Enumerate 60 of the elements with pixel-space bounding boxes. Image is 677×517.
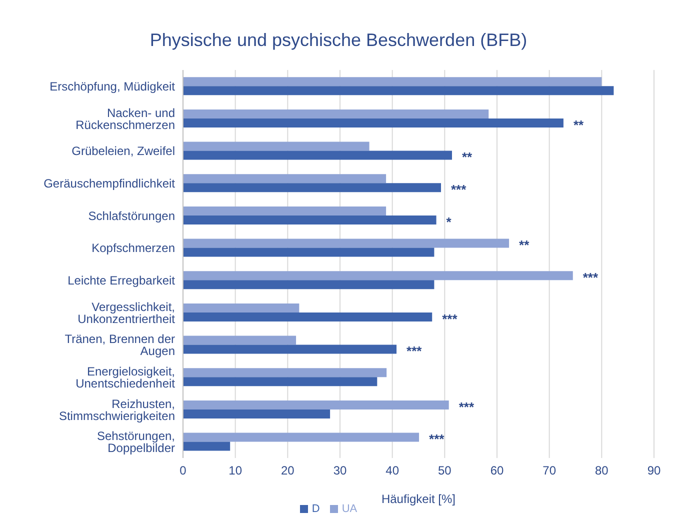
bar — [183, 312, 432, 322]
data-label: ** — [573, 117, 585, 132]
y-tick-label: Tränen, Brennen der Augen — [64, 332, 175, 358]
bar — [183, 368, 387, 378]
bar — [183, 303, 300, 312]
x-tick-label: 30 — [333, 464, 347, 478]
bar — [183, 77, 602, 86]
x-axis-title: Häufigkeit [%] — [381, 492, 456, 506]
bar — [183, 377, 378, 386]
data-label: ** — [462, 150, 474, 165]
x-tick-label: 40 — [386, 464, 400, 478]
data-label: *** — [442, 311, 458, 326]
y-tick-label: Nacken- und Rückenschmerzen — [76, 106, 175, 132]
x-tick-label: 90 — [647, 464, 661, 478]
x-tick-label: 20 — [280, 464, 295, 478]
y-tick-label: Energielosigkeit, Unentschiedenheit — [76, 364, 176, 390]
data-label: *** — [582, 270, 599, 286]
data-label: *** — [451, 182, 468, 198]
y-tick-label: Leichte Erregbarkeit — [68, 273, 176, 288]
data-label: ** — [519, 238, 530, 253]
y-tick-label: Grübeleien, Zweifel — [72, 144, 175, 158]
bar — [183, 86, 614, 96]
x-tick-label: 10 — [228, 464, 242, 478]
legend-label: UA — [342, 503, 358, 515]
y-tick-label: Sehstörungen, Doppelbilder — [96, 429, 175, 456]
bar — [183, 206, 386, 216]
bar — [183, 280, 434, 290]
bar — [183, 248, 434, 257]
bar — [183, 142, 370, 151]
data-label: *** — [429, 432, 446, 447]
bar — [183, 215, 436, 224]
x-tick-label: 60 — [490, 464, 504, 478]
bar — [183, 109, 489, 118]
bar — [183, 432, 420, 442]
y-tick-label: Vergesslichkeit, Unkonzentriertheit — [78, 300, 176, 326]
y-tick-label: Reizhusten, Stimmschwierigkeiten — [58, 396, 175, 423]
y-tick-label: Erschöpfung, Müdigkeit — [50, 79, 176, 94]
data-label: *** — [406, 344, 423, 359]
bar — [183, 409, 330, 418]
bar — [183, 336, 296, 345]
bar — [183, 271, 573, 280]
bar — [183, 238, 510, 248]
bar — [183, 174, 386, 184]
data-label: * — [446, 214, 452, 230]
bar — [183, 118, 564, 128]
x-tick-label: 70 — [542, 464, 556, 478]
y-tick-label: Kopfschmerzen — [92, 241, 175, 256]
bar — [183, 344, 397, 354]
bar — [183, 183, 442, 192]
bar — [183, 400, 449, 410]
x-tick-label: 50 — [438, 464, 452, 478]
y-tick-label: Schlafstörungen — [88, 208, 175, 223]
x-tick-label: 80 — [594, 464, 609, 478]
data-label: *** — [458, 399, 475, 414]
bar — [183, 150, 452, 160]
bar — [183, 442, 230, 451]
chart-title: Physische und psychische Beschwerden (BFB) — [148, 29, 528, 52]
y-tick-label: Geräuschempfindlichkeit — [44, 176, 176, 190]
x-tick-label: 0 — [180, 464, 187, 478]
legend-label: D — [312, 503, 320, 515]
